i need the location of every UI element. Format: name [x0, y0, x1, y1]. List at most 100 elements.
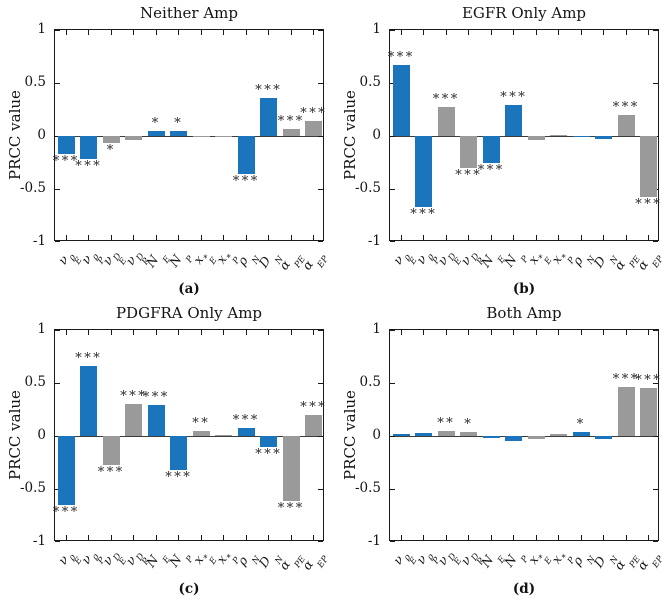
- zero-baseline: [55, 136, 323, 137]
- subplot-caption: (b): [512, 281, 536, 297]
- x-tick-mark: [468, 330, 470, 335]
- x-tick-mark: [133, 330, 135, 335]
- x-tick-mark: [400, 235, 402, 240]
- subplot-c: PDGFRA Only Amp PRCC value *** *** *** *** *…: [0, 300, 335, 600]
- x-tick-mark: [580, 330, 582, 335]
- significance-stars: ***: [120, 389, 148, 405]
- significance-stars: *: [576, 416, 586, 432]
- bar: [617, 114, 635, 136]
- bar: [57, 136, 75, 155]
- bar: [147, 405, 165, 436]
- bar: [392, 433, 410, 436]
- bar: [527, 136, 545, 141]
- x-tick-mark: [625, 235, 627, 240]
- y-tick-mark: [390, 136, 395, 137]
- x-tick-mark: [200, 235, 202, 240]
- x-tick-mark: [535, 330, 537, 335]
- y-tick-mark: [653, 241, 658, 242]
- significance-stars: ***: [277, 500, 305, 516]
- significance-stars: ***: [410, 207, 438, 223]
- bar: [437, 430, 455, 436]
- significance-stars: ***: [277, 113, 305, 129]
- y-tick-mark: [55, 436, 60, 437]
- bar: [640, 136, 658, 198]
- x-tick-mark: [400, 30, 402, 35]
- x-tick-mark: [223, 330, 225, 335]
- x-tick-mark: [468, 535, 470, 540]
- bar: [215, 435, 233, 437]
- x-tick-mark: [513, 330, 515, 335]
- subplot-d: Both Amp PRCC value ** * * *** *** (d) 1 0.5 0…: [335, 300, 670, 600]
- x-tick-mark: [445, 235, 447, 240]
- x-tick-mark: [223, 30, 225, 35]
- x-tick-mark: [178, 330, 180, 335]
- significance-stars: ***: [635, 373, 663, 389]
- chart-title: Both Amp: [486, 304, 562, 322]
- bar: [147, 130, 165, 136]
- significance-stars: ***: [75, 351, 103, 367]
- x-tick-mark: [88, 535, 90, 540]
- x-tick-mark: [65, 330, 67, 335]
- x-tick-mark: [423, 535, 425, 540]
- x-tick-mark: [423, 235, 425, 240]
- y-tick-mark: [55, 541, 60, 542]
- y-tick-mark: [318, 330, 323, 331]
- x-tick-mark: [268, 235, 270, 240]
- y-tick-mark: [390, 83, 395, 84]
- significance-stars: ***: [500, 90, 528, 106]
- subplot-a: Neither Amp PRCC value *** *** * * * *** *** **…: [0, 0, 335, 300]
- chart-title: PDGFRA Only Amp: [115, 304, 263, 322]
- x-tick-mark: [490, 330, 492, 335]
- y-tick-label: 1: [372, 321, 381, 337]
- bar: [80, 366, 98, 436]
- plot-area: *** *** *** *** *** *** *** ***: [388, 29, 660, 242]
- x-tick-mark: [133, 30, 135, 35]
- y-tick-label: -0.5: [19, 180, 46, 196]
- x-tick-mark: [155, 535, 157, 540]
- bar: [305, 414, 323, 436]
- x-tick-mark: [110, 535, 112, 540]
- bar: [282, 436, 300, 501]
- x-tick-mark: [110, 330, 112, 335]
- bar: [572, 431, 590, 436]
- significance-stars: ***: [255, 82, 283, 98]
- x-tick-mark: [290, 330, 292, 335]
- bar: [102, 136, 120, 144]
- x-tick-mark: [223, 535, 225, 540]
- significance-stars: *: [174, 115, 184, 131]
- x-tick-mark: [558, 330, 560, 335]
- bar: [460, 136, 478, 168]
- bar: [305, 121, 323, 136]
- y-tick-label: 0.5: [359, 374, 381, 390]
- y-tick-mark: [653, 489, 658, 490]
- y-tick-mark: [653, 83, 658, 84]
- x-tick-mark: [558, 30, 560, 35]
- x-tick-mark: [178, 535, 180, 540]
- y-tick-mark: [318, 136, 323, 137]
- y-tick-mark: [318, 541, 323, 542]
- significance-stars: **: [192, 415, 211, 431]
- y-tick-label: -1: [32, 233, 46, 249]
- x-tick-mark: [245, 30, 247, 35]
- x-tick-mark: [603, 330, 605, 335]
- y-tick-label: 1: [37, 321, 46, 337]
- bar: [460, 431, 478, 436]
- y-tick-label: -0.5: [354, 180, 381, 196]
- x-tick-mark: [178, 235, 180, 240]
- x-tick-mark: [313, 535, 315, 540]
- bar: [505, 105, 523, 136]
- subplot-b: EGFR Only Amp PRCC value *** *** *** *** ***…: [335, 0, 670, 300]
- y-tick-label: 0.5: [24, 374, 46, 390]
- x-tick-mark: [245, 535, 247, 540]
- bar: [125, 136, 143, 141]
- bar: [527, 436, 545, 440]
- y-tick-mark: [318, 241, 323, 242]
- y-tick-label: -0.5: [19, 480, 46, 496]
- x-tick-mark: [110, 30, 112, 35]
- significance-stars: ***: [300, 106, 328, 122]
- x-tick-mark: [65, 535, 67, 540]
- bar: [282, 128, 300, 136]
- zero-baseline: [55, 436, 323, 437]
- x-tick-mark: [648, 30, 650, 35]
- bar: [102, 436, 120, 465]
